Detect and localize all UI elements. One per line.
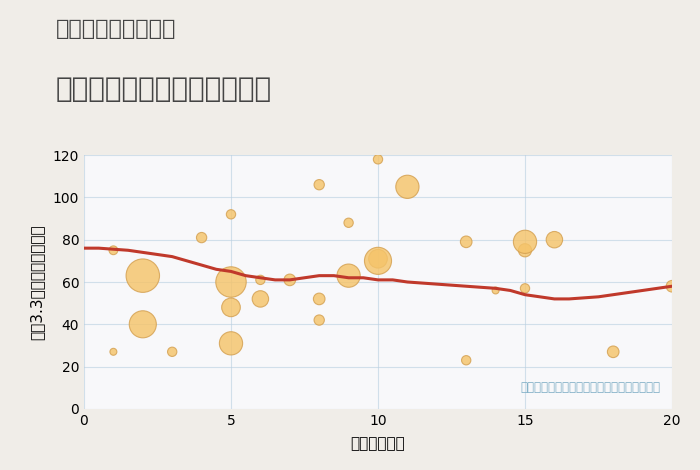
Point (225, 211, 237, 218)
Point (225, 339, 237, 347)
Text: 駅距離別中古マンション価格: 駅距離別中古マンション価格 (56, 75, 272, 103)
Point (137, 321, 148, 328)
Point (343, 272, 354, 279)
Point (372, 255, 384, 262)
Point (461, 238, 472, 245)
Point (137, 272, 148, 279)
Text: 三重県伊賀市小杉の: 三重県伊賀市小杉の (56, 19, 176, 39)
Point (167, 348, 178, 355)
Point (225, 278, 237, 286)
Point (225, 304, 237, 311)
Y-axis label: 坪（3.3㎡）単価（万円）: 坪（3.3㎡）単価（万円） (29, 224, 44, 340)
Text: 円の大きさは、取引のあった物件面積を示す: 円の大きさは、取引のあった物件面積を示す (520, 381, 660, 394)
Point (284, 276, 295, 283)
Point (519, 238, 531, 245)
Point (255, 295, 266, 303)
Point (549, 236, 560, 243)
Point (666, 282, 678, 290)
Point (372, 156, 384, 163)
Point (255, 276, 266, 283)
X-axis label: 駅距離（分）: 駅距離（分） (351, 436, 405, 451)
Point (461, 356, 472, 364)
Point (519, 284, 531, 292)
Point (490, 287, 501, 294)
Point (343, 219, 354, 227)
Point (196, 234, 207, 242)
Point (314, 295, 325, 303)
Point (402, 183, 413, 191)
Point (108, 246, 119, 254)
Point (608, 348, 619, 355)
Point (108, 348, 119, 355)
Point (314, 316, 325, 324)
Point (519, 246, 531, 254)
Point (314, 181, 325, 188)
Point (372, 257, 384, 265)
